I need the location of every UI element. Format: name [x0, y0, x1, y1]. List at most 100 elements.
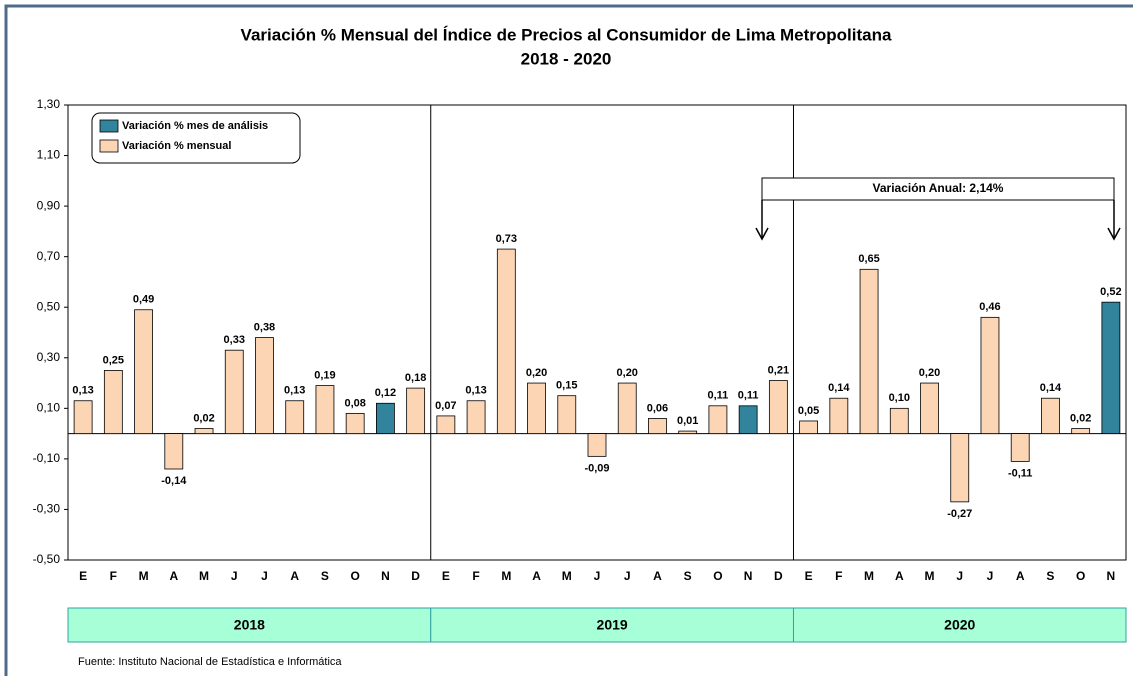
y-tick-label: -0,10 [33, 451, 61, 465]
annotation-box [761, 177, 1115, 201]
data-label: 0,18 [405, 372, 426, 384]
data-label: 0,38 [254, 321, 275, 333]
data-label: 0,65 [858, 253, 879, 265]
y-tick-label: -0,50 [33, 552, 61, 566]
data-label: 0,21 [768, 364, 789, 376]
bar [527, 382, 546, 435]
bar [1010, 433, 1030, 462]
x-tick-label: M [864, 569, 874, 583]
bar [768, 380, 788, 435]
bar [617, 382, 637, 435]
bar [285, 400, 305, 435]
data-label: -0,09 [584, 462, 609, 474]
bar [950, 433, 970, 503]
data-label: 0,02 [193, 412, 214, 424]
y-tick-label: 0,30 [37, 350, 61, 364]
bar [466, 400, 486, 435]
data-label: 0,20 [919, 367, 940, 379]
bar [164, 433, 184, 470]
bar [406, 387, 426, 435]
bar [799, 420, 818, 435]
data-label: 0,14 [1040, 382, 1062, 394]
bar [436, 415, 456, 435]
x-tick-label: S [684, 569, 692, 583]
x-tick-label: S [1046, 569, 1054, 583]
year-label: 2019 [597, 617, 628, 633]
y-tick-label: 0,50 [37, 299, 61, 313]
data-label: 0,14 [828, 382, 850, 394]
bar [73, 400, 93, 435]
data-label: 0,49 [133, 294, 154, 306]
data-label: 0,20 [617, 367, 638, 379]
data-label: 0,08 [344, 397, 365, 409]
x-tick-label: O [713, 569, 722, 583]
legend-label: Variación % mes de análisis [122, 120, 268, 132]
data-label: -0,11 [1008, 467, 1032, 479]
data-label: 0,52 [1100, 286, 1121, 298]
data-label: 0,02 [1070, 412, 1091, 424]
x-tick-label: D [411, 569, 420, 583]
x-tick-label: O [1076, 569, 1085, 583]
bar [1071, 428, 1091, 435]
legend-label: Variación % mensual [122, 140, 231, 152]
data-label: 0,06 [647, 402, 668, 414]
year-label: 2020 [944, 617, 975, 633]
bar [255, 337, 274, 435]
data-label: 0,11 [708, 390, 729, 402]
data-label: 0,73 [496, 233, 517, 245]
y-tick-label: -0,30 [33, 502, 61, 516]
annotation: Variación Anual: 2,14% [873, 181, 1004, 195]
x-tick-label: F [472, 569, 479, 583]
data-label: 0,07 [435, 400, 456, 412]
y-tick-label: 1,30 [37, 97, 61, 111]
bar [587, 433, 607, 457]
x-tick-label: N [1107, 569, 1116, 583]
data-label: -0,27 [947, 508, 972, 520]
x-tick-label: J [956, 569, 963, 583]
x-tick-label: J [624, 569, 631, 583]
plot-area [67, 104, 1127, 561]
data-label: 0,33 [224, 334, 245, 346]
annotation-arrowhead [755, 227, 769, 241]
bar [1101, 301, 1121, 435]
data-label: 0,15 [556, 380, 577, 392]
bar [920, 382, 939, 435]
x-tick-label: M [925, 569, 935, 583]
data-label: 0,11 [738, 390, 759, 402]
bar [315, 385, 335, 435]
x-tick-label: M [199, 569, 209, 583]
bar [678, 430, 698, 435]
x-tick-label: F [835, 569, 842, 583]
data-label: 0,10 [889, 392, 910, 404]
year-band [430, 607, 794, 643]
x-tick-label: E [79, 569, 87, 583]
year-label: 2018 [234, 617, 265, 633]
x-tick-label: A [290, 569, 299, 583]
bar [103, 370, 123, 435]
x-tick-label: N [381, 569, 390, 583]
x-tick-label: J [231, 569, 238, 583]
x-tick-label: N [744, 569, 753, 583]
data-label: 0,19 [314, 369, 335, 381]
y-tick-label: 0,90 [37, 198, 61, 212]
x-tick-label: F [110, 569, 117, 583]
bar [557, 395, 577, 435]
year-band [792, 607, 1127, 643]
data-label: -0,14 [161, 475, 187, 487]
x-tick-label: E [805, 569, 813, 583]
bar [708, 405, 728, 435]
x-tick-label: M [139, 569, 149, 583]
data-label: 0,01 [677, 415, 698, 427]
bar [738, 405, 758, 435]
x-tick-label: M [501, 569, 511, 583]
bar [859, 268, 879, 435]
x-tick-label: A [532, 569, 541, 583]
data-label: 0,13 [72, 385, 93, 397]
frame [4, 4, 1133, 676]
source: Fuente: Instituto Nacional de Estadístic… [78, 656, 342, 668]
bar [496, 248, 516, 435]
bar [194, 428, 214, 435]
x-tick-label: A [169, 569, 178, 583]
y-tick-label: 0,10 [37, 401, 61, 415]
